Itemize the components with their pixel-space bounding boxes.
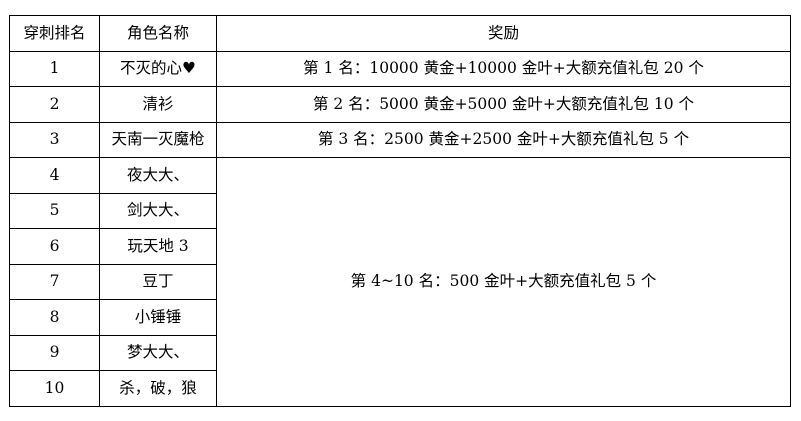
table-row: 7 豆丁 (9, 263, 791, 300)
rank-cell: 3 (9, 121, 100, 158)
merged-reward-cell: 第 4~10 名：500 金叶+大额充值礼包 5 个 (216, 157, 791, 407)
table-row: 8 小锤锤 (9, 299, 791, 336)
rank-cell: 2 (9, 86, 100, 123)
table-row: 1 不灭的心♥ 第 1 名：10000 黄金+10000 金叶+大额充值礼包 2… (9, 50, 791, 87)
table-row: 6 玩天地 3 (9, 228, 791, 265)
rank-cell: 5 (9, 192, 100, 229)
name-cell: 天南一灭魔枪 (99, 121, 217, 158)
ranking-reward-table: 穿刺排名 角色名称 奖励 1 不灭的心♥ 第 1 名：10000 黄金+1000… (9, 15, 791, 407)
rank-cell: 9 (9, 334, 100, 371)
name-cell: 不灭的心♥ (99, 50, 217, 87)
rank-cell: 1 (9, 50, 100, 87)
table-row: 4 夜大大、 第 4~10 名：500 金叶+大额充值礼包 5 个 (9, 157, 791, 407)
name-cell: 玩天地 3 (99, 228, 217, 265)
reward-cell: 第 2 名：5000 黄金+5000 金叶+大额充值礼包 10 个 (216, 86, 791, 123)
reward-cell: 第 3 名：2500 黄金+2500 金叶+大额充值礼包 5 个 (216, 121, 791, 158)
header-reward: 奖励 (216, 15, 791, 52)
table-row: 9 梦大大、 (9, 334, 791, 371)
table-row: 10 杀，破，狼 (9, 370, 791, 407)
header-rank: 穿刺排名 (9, 15, 100, 52)
name-cell: 小锤锤 (99, 299, 217, 336)
rank-cell: 4 (9, 157, 100, 194)
rank-cell: 6 (9, 228, 100, 265)
name-cell: 夜大大、 (99, 157, 217, 194)
name-cell: 剑大大、 (99, 192, 217, 229)
table-row: 2 清衫 第 2 名：5000 黄金+5000 金叶+大额充值礼包 10 个 (9, 86, 791, 123)
name-cell: 杀，破，狼 (99, 370, 217, 407)
name-cell: 豆丁 (99, 263, 217, 300)
reward-cell: 第 1 名：10000 黄金+10000 金叶+大额充值礼包 20 个 (216, 50, 791, 87)
header-name: 角色名称 (99, 15, 217, 52)
table-header-row: 穿刺排名 角色名称 奖励 (9, 15, 791, 52)
name-cell: 梦大大、 (99, 334, 217, 371)
name-cell: 清衫 (99, 86, 217, 123)
rank-cell: 7 (9, 263, 100, 300)
rank-cell: 10 (9, 370, 100, 407)
rank-cell: 8 (9, 299, 100, 336)
table-row: 3 天南一灭魔枪 第 3 名：2500 黄金+2500 金叶+大额充值礼包 5 … (9, 121, 791, 158)
